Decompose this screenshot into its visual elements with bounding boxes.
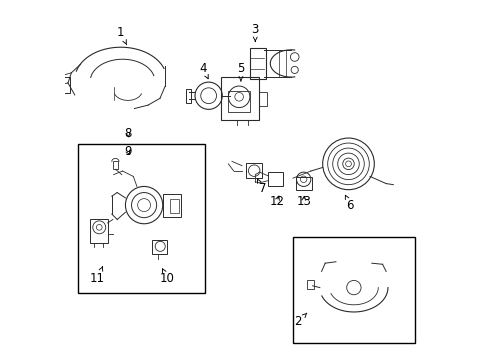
Text: 6: 6 [345,195,353,212]
Bar [78,144,204,293]
Text: 7: 7 [257,179,265,195]
Bar [186,89,190,103]
Bar [58,77,69,93]
Text: 5: 5 [237,62,244,81]
Text: 9: 9 [124,145,131,158]
Bar [246,163,262,178]
Bar [267,172,282,186]
Bar [292,237,414,343]
Bar [90,220,107,243]
Text: 2: 2 [294,313,306,328]
Text: 13: 13 [296,195,310,208]
Bar [306,280,314,289]
Text: 8: 8 [124,127,131,140]
Text: 3: 3 [251,23,259,41]
Bar [169,199,179,213]
Bar [152,240,167,253]
Bar [163,194,181,217]
Text: 11: 11 [90,267,105,285]
Bar [112,161,118,169]
Bar [249,48,265,78]
Bar [295,177,311,190]
Bar [228,91,249,112]
Text: 1: 1 [117,27,126,45]
Text: 10: 10 [160,269,175,285]
Bar [221,77,258,120]
Text: 12: 12 [269,195,284,208]
Bar [259,92,266,107]
Text: 4: 4 [199,62,208,79]
